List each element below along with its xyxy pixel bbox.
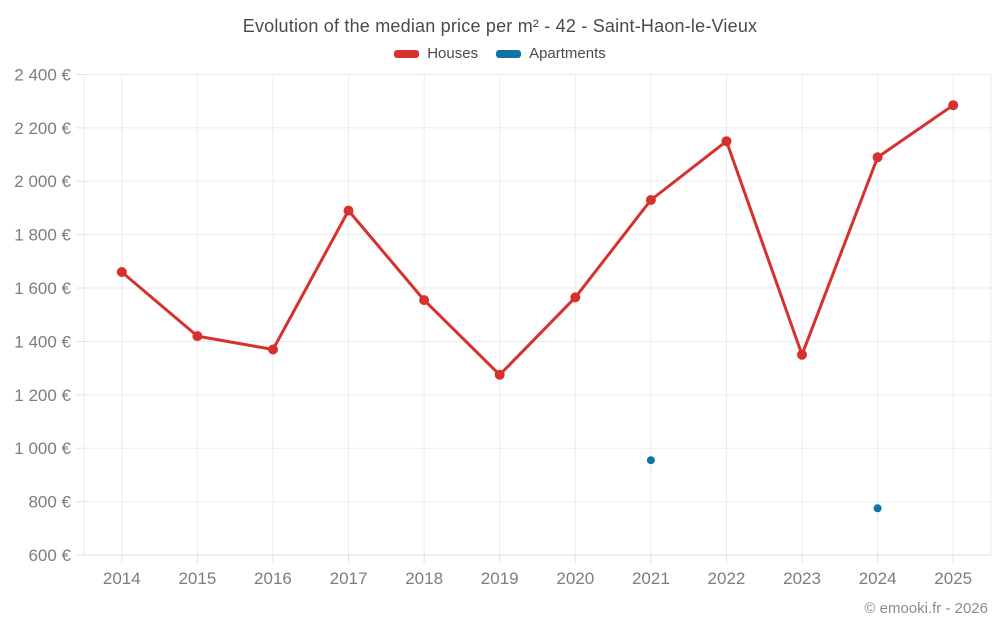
- copyright-footer[interactable]: © emooki.fr - 2026: [864, 600, 988, 617]
- legend-label: Apartments: [529, 45, 606, 62]
- data-point-houses-2019[interactable]: [494, 369, 505, 380]
- x-tick-label: 2018: [405, 569, 443, 588]
- legend-swatch-apartments: [496, 49, 522, 58]
- y-tick-label: 1 800 €: [14, 226, 71, 245]
- data-point-houses-2014[interactable]: [116, 267, 127, 277]
- x-tick-label: 2022: [708, 569, 746, 588]
- series-apartments: [646, 456, 882, 513]
- data-point-houses-2015[interactable]: [192, 331, 203, 342]
- series-houses: [116, 100, 959, 380]
- data-point-houses-2024[interactable]: [872, 152, 883, 163]
- data-point-houses-2016[interactable]: [268, 344, 278, 355]
- x-tick-label: 2023: [783, 569, 821, 588]
- chart-legend: Houses Apartments: [0, 45, 1000, 62]
- x-tick-label: 2024: [859, 569, 897, 588]
- data-point-houses-2021[interactable]: [645, 195, 656, 205]
- y-axis: 600 € 800 € 1 000 € 1 200 € 1 400 € 1 600 € 1 …: [14, 65, 991, 565]
- data-point-houses-2023[interactable]: [797, 349, 807, 360]
- houses-series-line: [120, 103, 955, 377]
- x-tick-label: 2020: [556, 569, 594, 588]
- data-point-houses-2022[interactable]: [721, 136, 732, 147]
- legend-item-apartments[interactable]: Apartments: [496, 45, 606, 62]
- data-point-apartments-2021[interactable]: [646, 456, 655, 465]
- y-tick-label: 1 600 €: [14, 279, 71, 298]
- x-tick-label: 2025: [934, 569, 972, 588]
- data-point-houses-2025[interactable]: [948, 100, 959, 111]
- x-tick-label: 2016: [254, 569, 292, 588]
- y-tick-label: 2 400 €: [14, 65, 71, 84]
- y-tick-label: 1 000 €: [14, 439, 71, 458]
- legend-swatch-houses: [394, 49, 420, 58]
- y-tick-label: 2 200 €: [14, 119, 71, 138]
- y-tick-label: 600 €: [28, 546, 71, 565]
- legend-item-houses[interactable]: Houses: [394, 45, 478, 62]
- y-tick-label: 1 400 €: [14, 332, 71, 351]
- chart-title: Evolution of the median price per m² - 4…: [242, 16, 758, 36]
- data-point-houses-2018[interactable]: [419, 295, 430, 306]
- y-tick-label: 2 000 €: [14, 172, 71, 191]
- data-point-apartments-2024[interactable]: [873, 504, 882, 513]
- x-tick-label: 2017: [330, 569, 368, 588]
- y-tick-label: 800 €: [28, 493, 71, 512]
- x-tick-label: 2021: [632, 569, 670, 588]
- data-point-houses-2017[interactable]: [343, 205, 354, 216]
- x-tick-label: 2014: [103, 569, 141, 588]
- x-tick-label: 2015: [178, 569, 216, 588]
- x-tick-label: 2019: [481, 569, 519, 588]
- legend-label: Houses: [427, 45, 479, 62]
- x-axis: 2014 2015 2016 2017 2018 2019 2020 2021 2022 2023…: [83, 74, 992, 588]
- y-tick-label: 1 200 €: [14, 386, 71, 405]
- data-point-houses-2020[interactable]: [570, 292, 581, 303]
